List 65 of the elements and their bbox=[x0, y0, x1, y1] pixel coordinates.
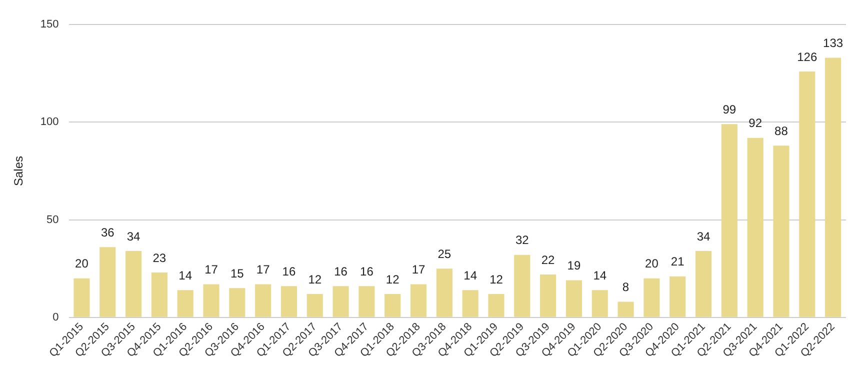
bar bbox=[177, 290, 194, 317]
data-label: 92 bbox=[748, 116, 762, 130]
bar bbox=[332, 286, 349, 317]
data-label: 88 bbox=[774, 124, 788, 138]
data-label: 16 bbox=[334, 264, 348, 278]
y-tick-label: 100 bbox=[40, 116, 59, 128]
bar bbox=[618, 302, 634, 317]
data-label: 34 bbox=[696, 229, 710, 244]
bar bbox=[410, 284, 427, 317]
bar bbox=[306, 294, 323, 317]
bar bbox=[203, 284, 220, 317]
data-label: 17 bbox=[256, 262, 270, 277]
data-label: 17 bbox=[412, 262, 426, 277]
bar bbox=[670, 276, 686, 317]
bar bbox=[358, 286, 375, 317]
data-label: 126 bbox=[797, 50, 818, 64]
bar bbox=[151, 272, 168, 317]
bar bbox=[255, 284, 272, 317]
bar bbox=[74, 278, 90, 317]
bar bbox=[825, 58, 842, 317]
data-label: 12 bbox=[386, 272, 400, 286]
bar bbox=[799, 71, 816, 317]
bar bbox=[695, 251, 712, 317]
bar bbox=[280, 286, 298, 317]
bar bbox=[462, 290, 478, 317]
bar bbox=[229, 288, 246, 317]
y-tick-label: 150 bbox=[40, 18, 59, 31]
bar bbox=[721, 124, 738, 317]
data-label: 14 bbox=[464, 268, 478, 282]
y-axis-title: Sales bbox=[12, 156, 26, 186]
data-label: 16 bbox=[282, 264, 296, 278]
data-label: 99 bbox=[722, 102, 736, 116]
data-label: 22 bbox=[541, 252, 556, 267]
y-tick-label: 0 bbox=[52, 311, 59, 324]
bar bbox=[592, 290, 608, 317]
data-label: 25 bbox=[438, 246, 452, 261]
data-label: 8 bbox=[622, 280, 630, 294]
data-label: 14 bbox=[593, 268, 607, 282]
data-label: 12 bbox=[490, 272, 504, 286]
data-label: 133 bbox=[823, 36, 844, 50]
bar bbox=[488, 294, 504, 317]
bar bbox=[566, 280, 582, 317]
data-label: 15 bbox=[230, 266, 244, 280]
data-label: 14 bbox=[178, 268, 192, 282]
bar bbox=[644, 278, 660, 317]
bar bbox=[125, 251, 142, 317]
bar bbox=[514, 254, 530, 317]
data-label: 32 bbox=[515, 233, 530, 248]
data-label: 12 bbox=[308, 272, 322, 286]
data-label: 36 bbox=[100, 225, 115, 240]
y-tick-label: 50 bbox=[46, 214, 59, 226]
data-label: 19 bbox=[567, 258, 581, 273]
data-label: 34 bbox=[126, 229, 141, 244]
bar bbox=[747, 138, 764, 317]
data-label: 16 bbox=[360, 264, 374, 278]
data-label: 20 bbox=[645, 256, 659, 271]
bar bbox=[384, 294, 401, 317]
bar bbox=[100, 247, 116, 317]
data-label: 23 bbox=[152, 250, 166, 265]
bar bbox=[540, 274, 556, 317]
bar bbox=[436, 268, 452, 317]
data-label: 20 bbox=[75, 256, 89, 271]
data-label: 17 bbox=[204, 262, 218, 277]
data-label: 21 bbox=[670, 254, 685, 269]
bar bbox=[773, 146, 790, 317]
